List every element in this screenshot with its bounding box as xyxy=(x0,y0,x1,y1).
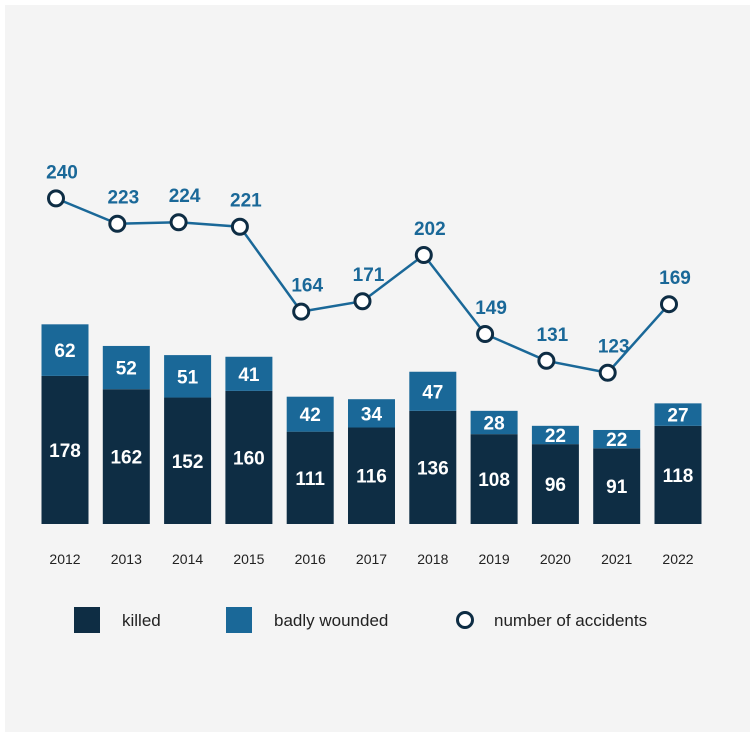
accidents-marker-2021 xyxy=(598,363,617,382)
legend-swatch-wounded xyxy=(226,607,252,633)
accidents-label-2022: 169 xyxy=(659,268,691,289)
label-killed-2019: 108 xyxy=(478,470,510,491)
legend-marker-accidents xyxy=(456,611,474,629)
bar-wounded-2021 xyxy=(593,429,641,449)
bars-layer: 178 62 162 52 152 51 160 41 111 42 116 34 136 47 108 28… xyxy=(41,324,702,524)
x-axis-ticks: 2012 2013 2014 2015 2016 2017 2018 2019 2020 2021… xyxy=(49,551,693,567)
accidents-label-2019: 149 xyxy=(475,298,507,319)
accidents-label-2021: 123 xyxy=(598,337,630,358)
label-wounded-2019: 28 xyxy=(484,413,505,434)
accidents-label-2016: 164 xyxy=(291,276,323,297)
label-wounded-2012: 62 xyxy=(54,341,75,362)
bar-killed-2015 xyxy=(225,390,273,524)
x-tick-2014: 2014 xyxy=(172,551,203,567)
bar-killed-2018 xyxy=(409,410,457,524)
bar-killed-2020 xyxy=(531,444,579,524)
label-wounded-2016: 42 xyxy=(300,405,321,426)
x-tick-2012: 2012 xyxy=(49,551,80,567)
label-wounded-2021: 22 xyxy=(606,430,627,451)
legend-label-killed: killed xyxy=(122,611,161,630)
accidents-marker-2015 xyxy=(230,217,249,236)
legend-label-wounded: badly wounded xyxy=(274,611,388,630)
accidents-marker-2014 xyxy=(169,213,188,232)
accidents-label-2015: 221 xyxy=(230,191,262,212)
label-killed-2020: 96 xyxy=(545,475,566,496)
bar-killed-2022 xyxy=(654,425,702,524)
x-tick-2017: 2017 xyxy=(356,551,387,567)
bar-killed-2012 xyxy=(41,375,89,524)
bar-killed-2016 xyxy=(286,431,334,524)
x-tick-2016: 2016 xyxy=(295,551,326,567)
bar-killed-2021 xyxy=(593,448,641,524)
bar-wounded-2015 xyxy=(225,356,273,391)
label-killed-2014: 152 xyxy=(172,452,204,473)
accidents-label-2020: 131 xyxy=(537,325,569,346)
bar-killed-2014 xyxy=(164,397,212,524)
label-wounded-2013: 52 xyxy=(116,359,137,380)
accidents-label-2018: 202 xyxy=(414,219,446,240)
accidents-marker-2012 xyxy=(47,189,65,208)
label-killed-2016: 111 xyxy=(295,469,325,490)
accidents-marker-2019 xyxy=(476,324,495,343)
bar-killed-2013 xyxy=(102,389,150,524)
accidents-marker-2018 xyxy=(414,246,433,265)
accidents-marker-2016 xyxy=(292,302,311,321)
label-killed-2012: 178 xyxy=(49,441,81,462)
x-tick-2019: 2019 xyxy=(479,551,510,567)
accidents-marker-2020 xyxy=(537,351,556,370)
label-killed-2013: 162 xyxy=(110,448,142,469)
bar-wounded-2020 xyxy=(531,425,579,445)
label-wounded-2017: 34 xyxy=(361,404,383,425)
accidents-label-2013: 223 xyxy=(107,188,139,209)
bar-wounded-2018 xyxy=(409,371,457,411)
label-killed-2015: 160 xyxy=(233,448,265,469)
label-killed-2018: 136 xyxy=(417,458,449,479)
bar-wounded-2019 xyxy=(470,410,518,435)
label-killed-2022: 118 xyxy=(663,466,694,487)
bar-wounded-2012 xyxy=(41,324,89,376)
bar-wounded-2014 xyxy=(164,355,212,398)
label-wounded-2014: 51 xyxy=(177,367,199,388)
accidents-label-2017: 171 xyxy=(353,265,385,286)
label-wounded-2015: 41 xyxy=(238,365,260,386)
bar-wounded-2017 xyxy=(348,399,395,428)
x-tick-2013: 2013 xyxy=(111,551,142,567)
label-wounded-2020: 22 xyxy=(545,426,566,447)
legend-label-accidents: number of accidents xyxy=(494,611,647,630)
accidents-marker-2013 xyxy=(108,214,127,233)
legend: killed badly wounded number of accidents xyxy=(74,607,647,633)
label-killed-2021: 91 xyxy=(606,477,628,498)
accidents-marker-2017 xyxy=(353,292,372,311)
bar-killed-2017 xyxy=(348,427,395,524)
x-tick-2020: 2020 xyxy=(540,551,571,567)
bar-wounded-2013 xyxy=(102,345,150,390)
legend-swatch-killed xyxy=(74,607,100,633)
label-wounded-2022: 27 xyxy=(667,406,688,427)
bar-wounded-2022 xyxy=(654,403,702,426)
bar-killed-2019 xyxy=(470,434,518,524)
bar-wounded-2016 xyxy=(286,396,334,432)
line-layer: 240 223 224 221 164 171 202 149 131 123 169 xyxy=(46,162,691,382)
accidents-marker-2022 xyxy=(660,295,678,314)
label-wounded-2018: 47 xyxy=(422,382,443,403)
accidents-label-2014: 224 xyxy=(169,186,201,207)
x-tick-2021: 2021 xyxy=(601,551,632,567)
label-killed-2017: 116 xyxy=(356,467,387,488)
x-tick-2018: 2018 xyxy=(417,551,448,567)
x-tick-2022: 2022 xyxy=(662,551,693,567)
accidents-label-2012: 240 xyxy=(46,162,78,183)
x-tick-2015: 2015 xyxy=(233,551,264,567)
